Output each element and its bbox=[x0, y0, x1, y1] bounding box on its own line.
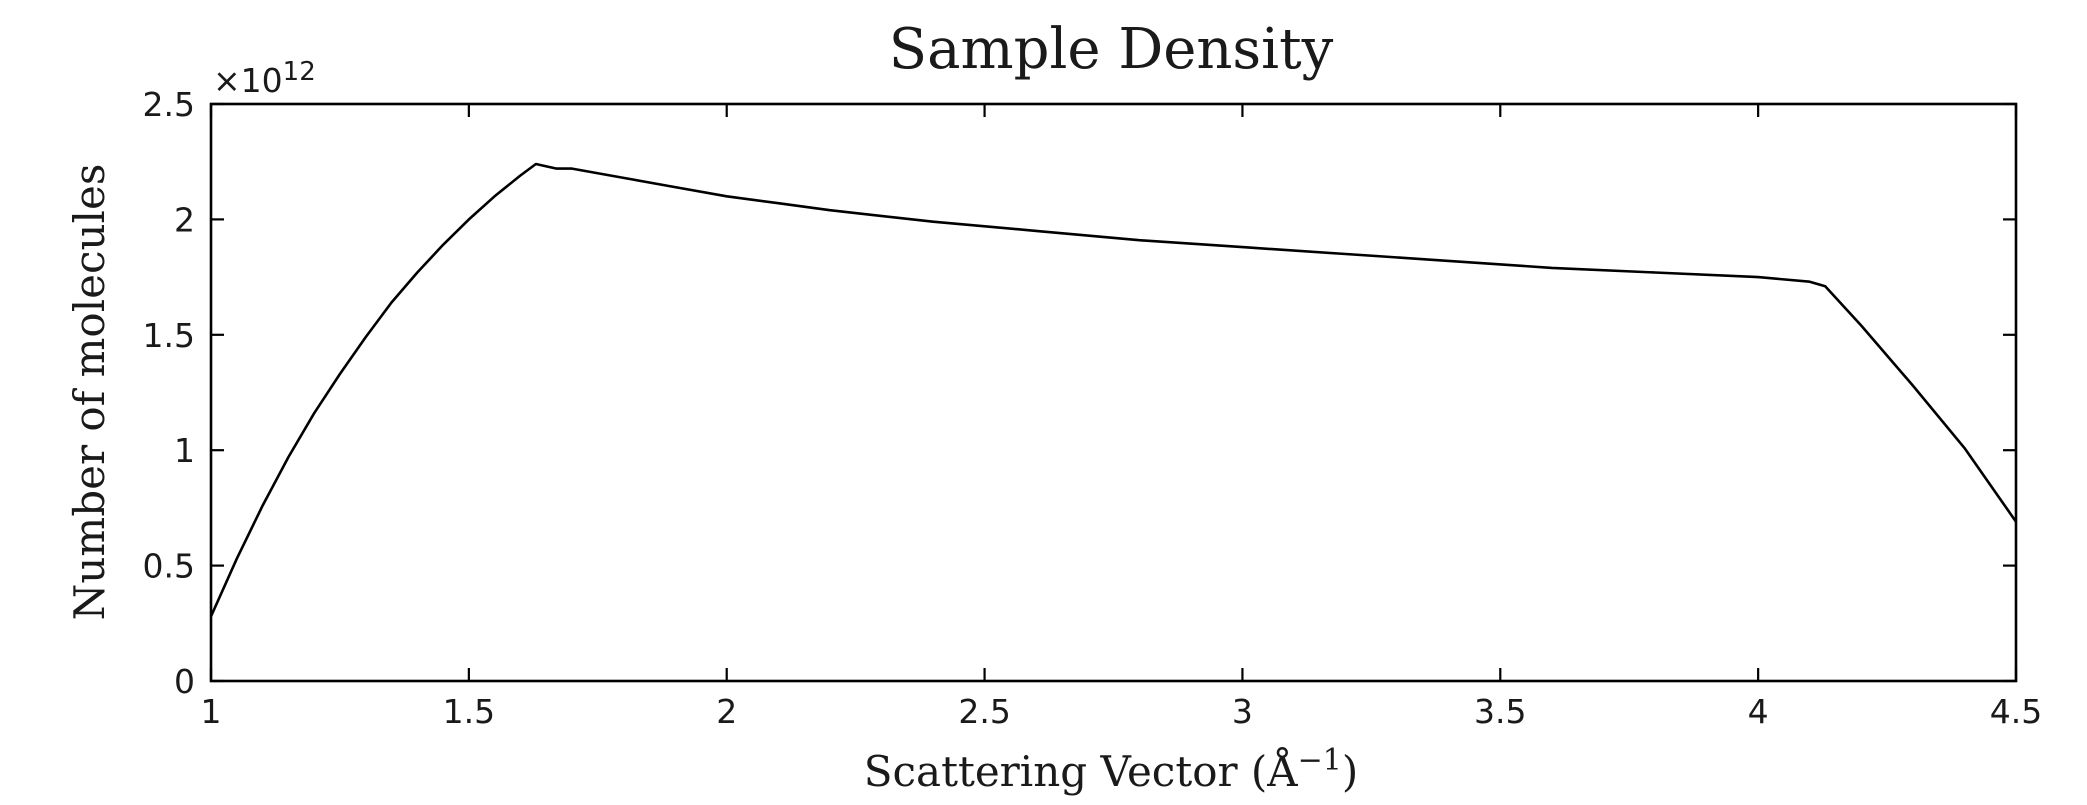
x-axis-label: Scattering Vector (Å−1) bbox=[864, 743, 1359, 796]
x-tick-label: 1 bbox=[201, 692, 222, 731]
y-tick-label: 1.5 bbox=[143, 316, 195, 355]
tick-marks bbox=[209, 102, 2018, 683]
x-tick-label: 4 bbox=[1748, 692, 1769, 731]
y-multiplier: ×1012 bbox=[213, 57, 316, 100]
y-axis-label: Number of molecules bbox=[65, 164, 114, 621]
x-tick-label: 3 bbox=[1232, 692, 1253, 731]
x-tick-label: 2 bbox=[716, 692, 737, 731]
y-multiplier-base: ×10 bbox=[213, 61, 283, 100]
x-tick-label: 3.5 bbox=[1474, 692, 1526, 731]
y-tick-label: 0.5 bbox=[143, 547, 195, 586]
x-tick-label: 4.5 bbox=[1990, 692, 2042, 731]
axes-frame bbox=[209, 102, 2018, 683]
y-tick-label: 2 bbox=[174, 200, 195, 239]
y-multiplier-exponent: 12 bbox=[283, 57, 316, 87]
x-axis-label-exponent: −1 bbox=[1298, 743, 1342, 778]
x-axis-label-main: Scattering Vector (Å bbox=[864, 746, 1299, 796]
y-tick-label: 1 bbox=[174, 431, 195, 470]
x-tick-label: 2.5 bbox=[958, 692, 1010, 731]
x-tick-label: 1.5 bbox=[443, 692, 495, 731]
series-line bbox=[209, 162, 2018, 617]
tick-labels: 1 1.5 2 2.5 3 3.5 4 4.5 0 0.5 1 1.5 2 2.5 bbox=[143, 85, 2043, 731]
x-axis-label-close: ) bbox=[1342, 747, 1358, 796]
chart-title: Sample Density bbox=[889, 17, 1334, 82]
y-tick-label: 2.5 bbox=[143, 85, 195, 124]
y-tick-label: 0 bbox=[174, 662, 195, 701]
